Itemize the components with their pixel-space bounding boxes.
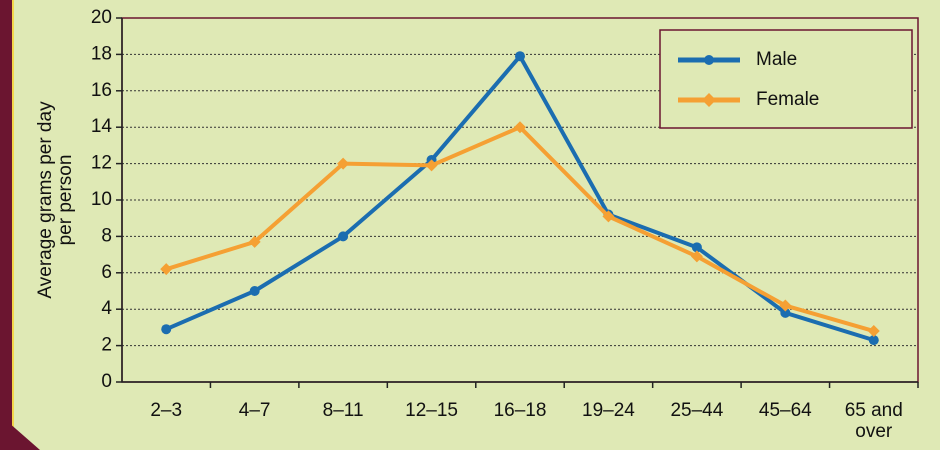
x-tick-label: 16–18 (493, 400, 547, 421)
point (515, 51, 525, 62)
point (867, 325, 880, 338)
point (514, 121, 526, 134)
point (868, 335, 879, 346)
x-tick-label: 2–3 (150, 400, 183, 421)
legend-marker (704, 55, 714, 65)
point (425, 159, 438, 172)
y-tick-label: 6 (101, 262, 112, 283)
point (249, 286, 260, 296)
x-tick-label: 45–64 (758, 400, 812, 421)
point (602, 210, 615, 223)
point (161, 324, 172, 335)
y-axis-label: Average grams per dayper person (35, 101, 76, 299)
x-tick-label: 19–24 (582, 400, 635, 421)
y-tick-label: 16 (91, 80, 112, 101)
y-tick-label: 4 (101, 298, 112, 319)
legend-label: Male (756, 49, 797, 70)
side-strip (0, 0, 12, 450)
point (248, 235, 261, 248)
y-tick-label: 12 (91, 153, 112, 174)
y-tick-label: 0 (101, 371, 112, 392)
x-tick-label: 8–11 (322, 400, 364, 421)
point (337, 157, 350, 170)
x-tick-label: 4–7 (238, 400, 271, 421)
y-tick-label: 20 (91, 7, 112, 28)
legend-label: Female (756, 89, 819, 110)
legend-box (659, 29, 913, 129)
y-tick-label: 2 (101, 335, 112, 356)
y-axis-label-line: per person (55, 155, 76, 246)
x-tick-label: 12–15 (405, 400, 458, 421)
point (690, 250, 703, 263)
x-tick-label: 65 and over (844, 400, 903, 442)
y-tick-label: 18 (91, 43, 112, 64)
point (779, 299, 792, 312)
y-axis-label-line: Average grams per day (35, 101, 56, 299)
legend-marker (702, 93, 716, 107)
point (338, 231, 349, 242)
y-tick-label: 10 (91, 189, 112, 210)
y-tick-label: 8 (101, 225, 112, 246)
y-tick-label: 14 (91, 116, 113, 137)
point (691, 242, 702, 253)
corner (0, 415, 40, 450)
point (780, 307, 791, 318)
point (160, 263, 173, 276)
x-tick-label: 25–44 (670, 400, 724, 421)
